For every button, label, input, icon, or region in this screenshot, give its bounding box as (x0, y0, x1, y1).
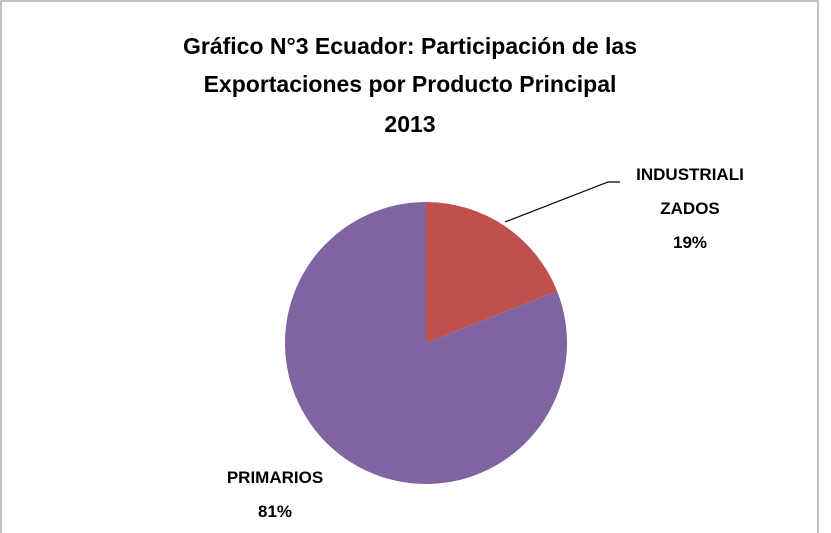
chart-title: Exportaciones por Producto Principal (204, 71, 617, 97)
slice-value: 19% (672, 233, 708, 252)
slice-category: INDUSTRIALIZADOS (636, 165, 744, 218)
slice-category: PRIMARIOS (226, 468, 324, 487)
slice-value: 81% (257, 502, 293, 521)
chart-title: 2013 (384, 111, 435, 137)
pie-slice (426, 202, 558, 343)
leader-line (504, 181, 620, 223)
pie-slice (285, 202, 568, 484)
chart-title: Gráfico N°3 Ecuador: Participación de la… (183, 33, 637, 59)
